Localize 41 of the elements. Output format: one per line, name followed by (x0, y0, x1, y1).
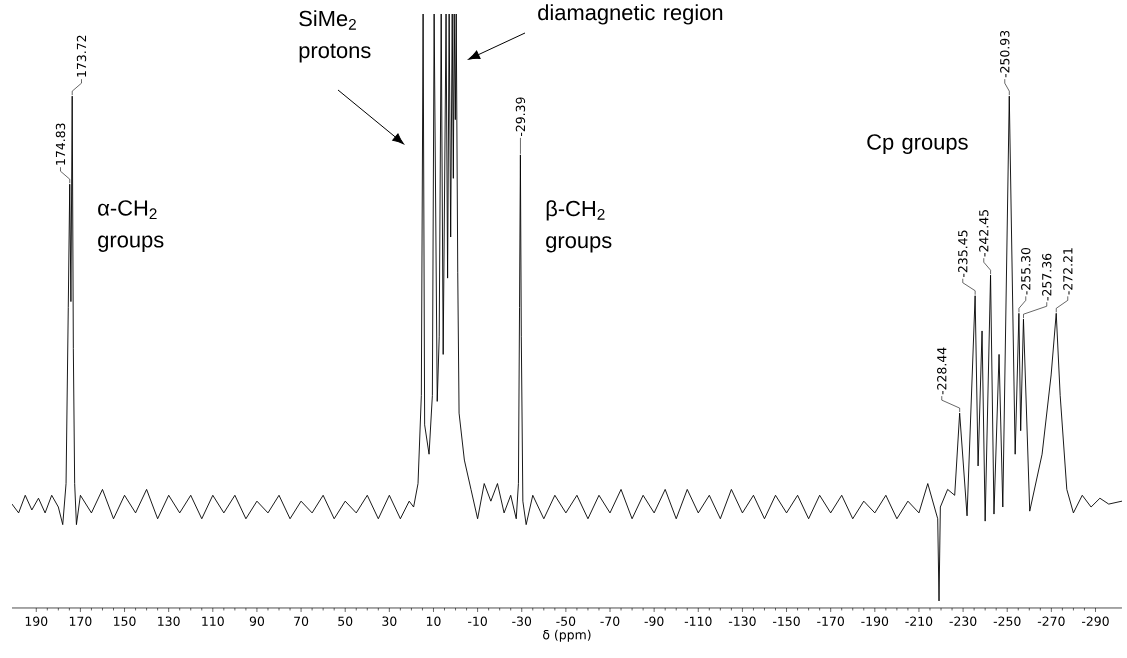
x-tick-label: -150 (773, 616, 800, 626)
annotation: 173.72 (76, 35, 87, 77)
x-tick-label: -90 (644, 616, 664, 626)
x-tick-label: 170 (69, 616, 92, 626)
annotation: β-CH$_{2}$ groups (546, 200, 612, 253)
annotation: 174.83 (55, 123, 66, 165)
x-tick-label: 50 (338, 616, 353, 626)
annotation: -257.36 (1042, 253, 1052, 301)
x-tick-label: 10 (426, 616, 441, 626)
x-tick-label: 150 (114, 616, 136, 626)
annotation: -250.93 (1000, 30, 1010, 78)
x-tick-label: -170 (817, 616, 844, 626)
annotation: -272.21 (1063, 248, 1073, 295)
annotation: α-CH$_{2}$ groups (98, 200, 164, 252)
x-tick-label: -230 (949, 616, 977, 626)
x-tick-label: -190 (861, 616, 889, 626)
x-tick-label: -110 (684, 616, 712, 626)
x-tick-label: 30 (382, 616, 397, 626)
x-tick-label: -270 (1037, 616, 1065, 626)
x-tick-label: -130 (728, 616, 756, 626)
annotation: -29.39 (515, 97, 526, 137)
annotation: SiMe$_{2}$ protons (299, 10, 371, 63)
x-tick-label: 110 (202, 616, 224, 626)
annotation: -228.44 (937, 347, 947, 395)
x-tick-label: 90 (249, 616, 265, 626)
annotation: Cp groups (867, 134, 968, 155)
annotation: -242.45 (979, 210, 989, 257)
x-tick-label: -210 (905, 616, 933, 626)
x-tick-label: -250 (993, 616, 1021, 626)
x-tick-label: -290 (1081, 616, 1109, 626)
x-tick-label: 70 (294, 616, 309, 626)
x-tick-label: -10 (468, 616, 487, 626)
x-tick-label: -50 (556, 616, 576, 626)
x-axis-title: δ (ppm) (543, 629, 591, 642)
annotation: -255.30 (1021, 247, 1031, 295)
x-tick-label: -70 (600, 616, 620, 626)
x-tick-label: 130 (158, 616, 180, 626)
x-tick-label: 190 (25, 616, 48, 626)
annotation: diamagnetic region (538, 4, 723, 25)
x-tick-label: -30 (512, 616, 532, 626)
annotation: -235.45 (958, 230, 968, 277)
